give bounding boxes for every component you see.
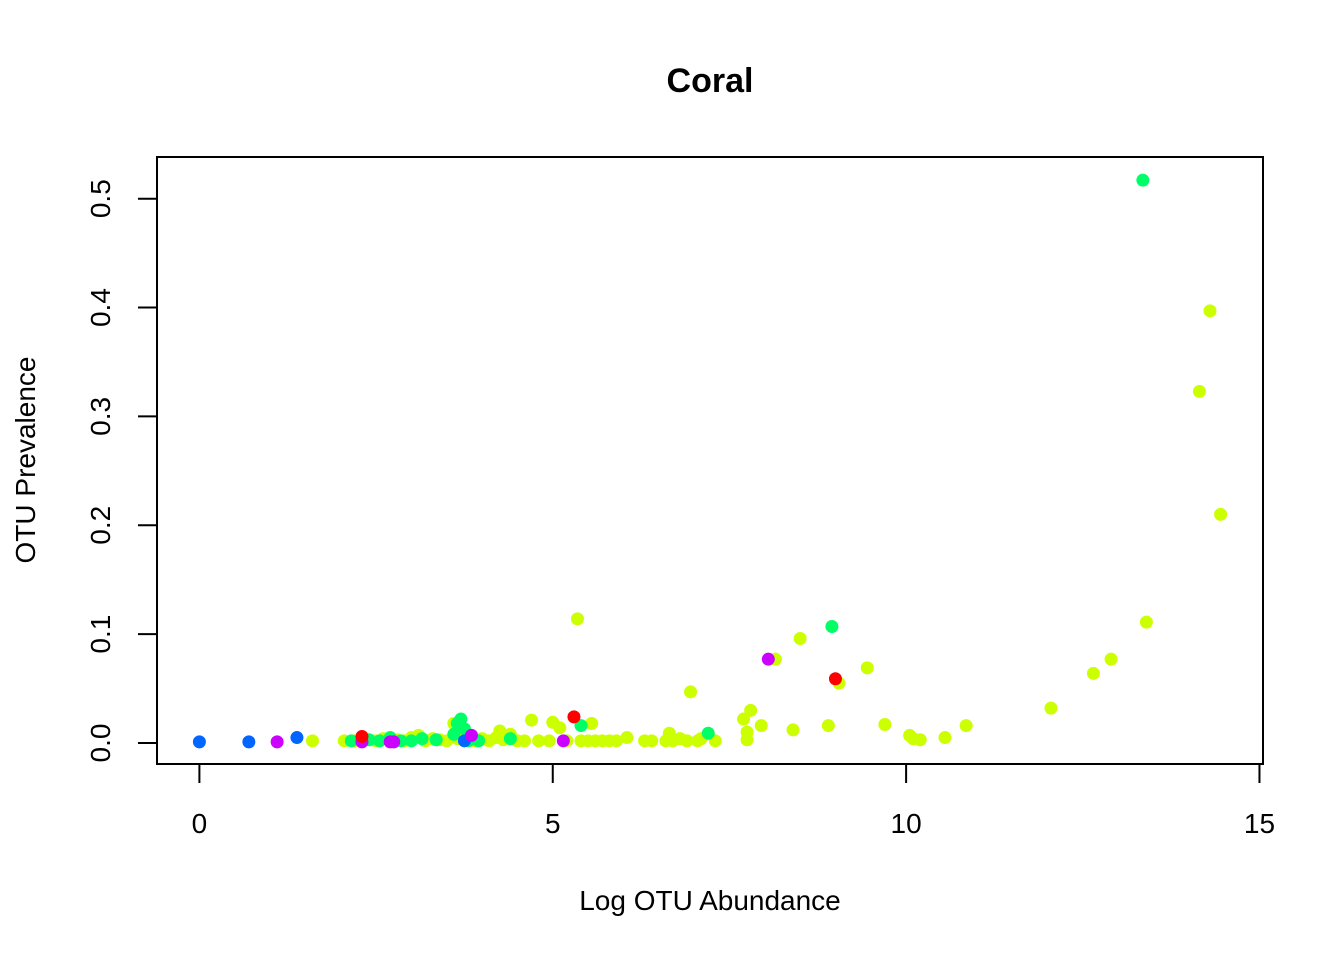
data-point — [542, 734, 556, 748]
y-tick-label: 0.0 — [85, 724, 116, 763]
data-point — [821, 719, 835, 733]
data-point — [786, 723, 800, 737]
data-point — [1086, 666, 1100, 680]
data-point — [645, 734, 659, 748]
x-axis-label: Log OTU Abundance — [579, 885, 841, 916]
data-point — [959, 719, 973, 733]
data-point — [574, 719, 588, 733]
data-point — [387, 735, 401, 749]
data-point — [567, 710, 581, 724]
y-tick-label: 0.2 — [85, 506, 116, 545]
data-point — [1214, 507, 1228, 521]
data-point — [860, 661, 874, 675]
data-point — [585, 716, 599, 730]
y-axis-label: OTU Prevalence — [10, 357, 41, 564]
data-point — [1203, 304, 1217, 318]
data-point — [429, 733, 443, 747]
x-tick-label: 10 — [891, 808, 922, 839]
data-point — [913, 733, 927, 747]
data-point — [454, 712, 468, 726]
x-tick-label: 0 — [192, 808, 208, 839]
data-point — [355, 729, 369, 743]
x-tick-label: 5 — [545, 808, 561, 839]
data-point — [517, 734, 531, 748]
data-point — [938, 731, 952, 745]
data-point — [1104, 652, 1118, 666]
data-point — [404, 734, 418, 748]
x-tick-label: 15 — [1244, 808, 1275, 839]
data-point — [553, 721, 567, 735]
data-point — [447, 727, 461, 741]
data-point — [680, 734, 694, 748]
data-point — [464, 728, 478, 742]
data-point — [1192, 384, 1206, 398]
data-point — [344, 734, 358, 748]
data-point — [609, 734, 623, 748]
data-point — [290, 731, 304, 745]
data-point — [1139, 615, 1153, 629]
data-point — [878, 717, 892, 731]
y-axis: 0.0 0.1 0.2 0.3 0.4 0.5 — [85, 179, 158, 763]
x-axis: 0 5 10 15 — [192, 763, 1275, 839]
data-point — [270, 735, 284, 749]
y-tick-label: 0.3 — [85, 397, 116, 436]
data-point — [373, 734, 387, 748]
data-point — [503, 732, 517, 746]
data-point — [525, 713, 539, 727]
data-point — [556, 734, 570, 748]
data-point — [570, 612, 584, 626]
data-point — [620, 731, 634, 745]
data-point — [684, 685, 698, 699]
data-point — [754, 719, 768, 733]
data-point — [192, 735, 206, 749]
data-point — [415, 732, 429, 746]
data-point — [1044, 701, 1058, 715]
data-point — [825, 620, 839, 634]
data-point — [305, 734, 319, 748]
data-point — [737, 712, 751, 726]
y-tick-label: 0.1 — [85, 615, 116, 654]
data-point — [1136, 173, 1150, 187]
data-point — [744, 703, 758, 717]
data-point — [740, 725, 754, 739]
data-point — [761, 652, 775, 666]
data-point — [242, 735, 256, 749]
y-tick-label: 0.4 — [85, 288, 116, 327]
data-points — [192, 173, 1228, 749]
chart-title: Coral — [667, 62, 754, 100]
data-point — [828, 672, 842, 686]
data-point — [701, 726, 715, 740]
y-tick-label: 0.5 — [85, 179, 116, 218]
data-point — [793, 631, 807, 645]
data-point — [532, 734, 546, 748]
